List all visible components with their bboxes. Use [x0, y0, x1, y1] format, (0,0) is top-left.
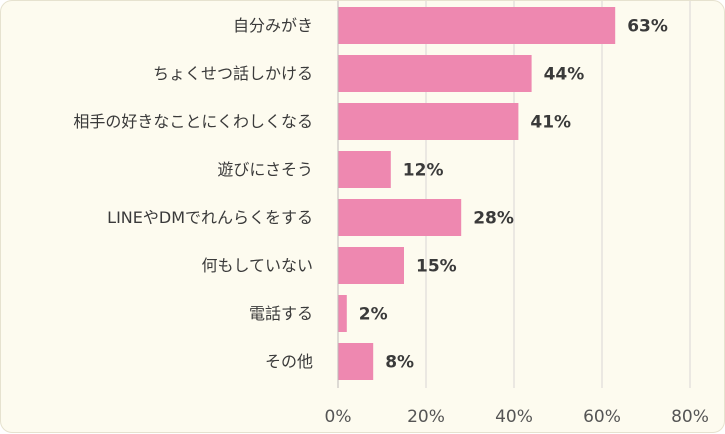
value-label: 12% [403, 161, 444, 181]
category-label: 何もしていない [201, 256, 313, 275]
value-label: 63% [627, 17, 668, 37]
value-labels: 63% 44% 41% 12% 28% 15% 2% 8% [359, 17, 668, 373]
category-label: 電話する [249, 304, 313, 323]
bar [338, 247, 404, 284]
bar [338, 151, 391, 188]
bar [338, 7, 616, 44]
category-label: 自分みがき [233, 16, 313, 35]
value-label: 8% [385, 353, 414, 373]
bar [338, 103, 519, 140]
bar [338, 343, 374, 380]
category-label: その他 [265, 352, 313, 371]
value-label: 28% [473, 209, 514, 229]
value-label: 41% [530, 113, 571, 133]
category-label: 相手の好きなことにくわしくなる [73, 112, 313, 131]
value-label: 2% [359, 305, 388, 325]
x-tick-label: 20% [407, 407, 445, 427]
bars [338, 7, 616, 380]
x-tick-label: 40% [495, 407, 533, 427]
value-label: 15% [416, 257, 457, 277]
category-label: ちょくせつ話しかける [153, 64, 313, 83]
x-tick-label: 80% [671, 407, 709, 427]
category-label: LINEやDMでれんらくをする [107, 208, 313, 227]
x-tick-label: 0% [325, 407, 352, 427]
x-tick-label: 60% [583, 407, 621, 427]
x-tick-labels: 0% 20% 40% 60% 80% [325, 407, 709, 427]
category-label: 遊びにさそう [217, 160, 313, 179]
bar [338, 295, 347, 332]
bar [338, 55, 532, 92]
bar [338, 199, 462, 236]
value-label: 44% [544, 65, 585, 85]
